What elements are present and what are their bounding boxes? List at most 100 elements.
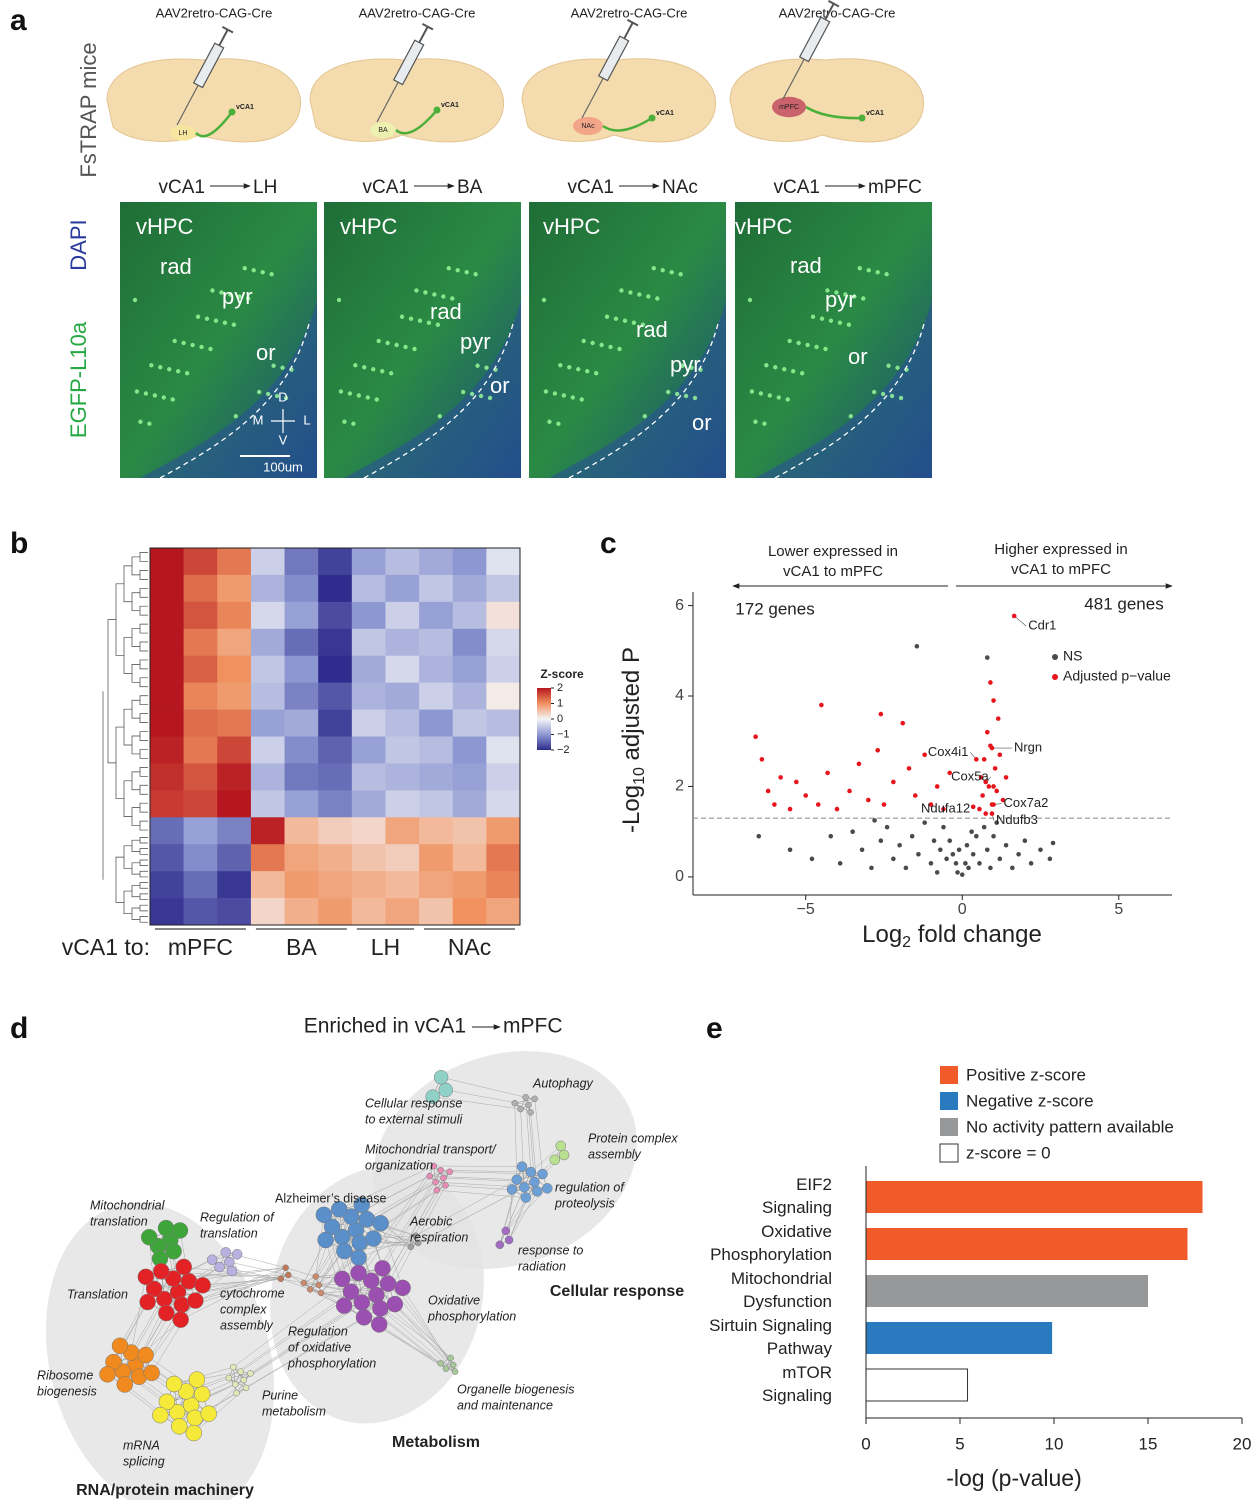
network-node — [200, 1405, 217, 1422]
heatmap-cell — [385, 601, 420, 630]
dendrogram-link — [139, 784, 148, 795]
network-node — [152, 1262, 170, 1280]
network-node — [355, 1309, 373, 1326]
neuron — [269, 272, 274, 277]
point — [970, 851, 976, 857]
neuron — [593, 371, 599, 376]
dendrogram-link — [139, 605, 148, 616]
neuron — [622, 318, 628, 323]
heatmap-cell — [486, 655, 521, 683]
term-label: translation — [200, 1226, 258, 1240]
category-label: Phosphorylation — [710, 1245, 832, 1264]
target-region — [772, 96, 806, 118]
projection-target: BA — [457, 177, 483, 198]
heatmap-cell — [284, 548, 319, 576]
region-label: or — [490, 373, 510, 398]
heatmap-cell — [351, 790, 386, 818]
heatmap-cell — [351, 736, 386, 764]
heatmap-cell — [419, 871, 454, 899]
gene-label: Cox7a2 — [1004, 795, 1049, 810]
heatmap-cell — [318, 817, 353, 845]
point — [969, 829, 974, 834]
legend-swatch — [940, 1092, 958, 1110]
annotation: Lower expressed in — [768, 543, 898, 560]
projection — [195, 111, 234, 138]
heatmap-cell — [217, 736, 252, 764]
network-node — [531, 1095, 538, 1103]
network-node — [501, 1226, 511, 1236]
legend-label: Negative z-score — [966, 1091, 1094, 1110]
dendrogram-link — [107, 619, 116, 764]
point — [974, 833, 979, 839]
heatmap-cell — [351, 844, 386, 872]
point — [815, 802, 821, 807]
neuron — [176, 369, 181, 374]
neuron — [556, 421, 561, 426]
neuron — [149, 363, 154, 368]
network-title: Enriched in vCA1 — [304, 1015, 466, 1038]
point — [903, 865, 909, 871]
heatmap-cell — [217, 574, 252, 603]
projection-target: LH — [253, 177, 277, 198]
brain-sketch — [521, 58, 717, 143]
region-label: rad — [430, 299, 462, 324]
heatmap-cell — [217, 817, 252, 845]
neuron — [828, 318, 834, 323]
neuron — [570, 395, 575, 400]
neuron — [374, 397, 379, 402]
bar — [865, 1368, 969, 1402]
term-label: of oxidative — [288, 1340, 351, 1354]
dendrogram-link — [139, 552, 148, 562]
dendrogram-link — [139, 882, 148, 889]
labeled-point — [1011, 613, 1017, 619]
network-node — [430, 1162, 438, 1170]
heatmap-cell — [486, 736, 521, 764]
network-node — [214, 1261, 225, 1273]
point — [959, 872, 965, 877]
heatmap-cell — [452, 790, 487, 818]
term-label: Translation — [67, 1287, 128, 1301]
heatmap-frame — [149, 547, 521, 926]
labeled-point — [974, 757, 979, 762]
heatmap-cell — [419, 548, 454, 576]
network-edge — [236, 1317, 365, 1394]
point — [1010, 865, 1015, 871]
network-node — [549, 1154, 561, 1166]
heatmap-cell — [318, 628, 353, 657]
category-label: Mitochondrial — [731, 1269, 832, 1288]
network-edge — [243, 1294, 377, 1381]
neuron — [371, 367, 376, 372]
brain-sketch — [729, 58, 925, 143]
network-node — [333, 1270, 351, 1288]
network-edge — [325, 1239, 345, 1306]
neuron — [380, 369, 385, 374]
term-label: organization — [365, 1158, 433, 1172]
neuron — [222, 320, 228, 325]
network-edge — [402, 1287, 456, 1372]
neuron — [692, 395, 698, 401]
network-node — [186, 1409, 204, 1427]
network-node — [165, 1242, 182, 1260]
region-label: or — [256, 340, 276, 365]
heatmap-cell — [250, 655, 285, 683]
dendrogram-link — [131, 735, 140, 755]
panel-label: d — [10, 1012, 28, 1045]
heatmap-cell — [452, 736, 487, 764]
term-label: Mitochondrial — [90, 1198, 166, 1212]
network-node — [336, 1242, 353, 1260]
syringe-plunger — [418, 26, 429, 44]
heatmap-cell — [217, 628, 252, 657]
legend-label: Positive z-score — [966, 1065, 1086, 1084]
neuron — [646, 294, 651, 299]
dendrogram-link — [123, 565, 132, 603]
sketch-label: mPFC — [779, 104, 799, 111]
neuron — [256, 389, 262, 395]
labeled-point — [991, 802, 996, 807]
neuron — [414, 288, 419, 293]
point — [934, 784, 940, 789]
neuron — [660, 268, 665, 273]
point — [934, 870, 940, 875]
network-edge — [124, 1384, 180, 1427]
neuron — [558, 363, 563, 368]
point — [941, 806, 946, 812]
